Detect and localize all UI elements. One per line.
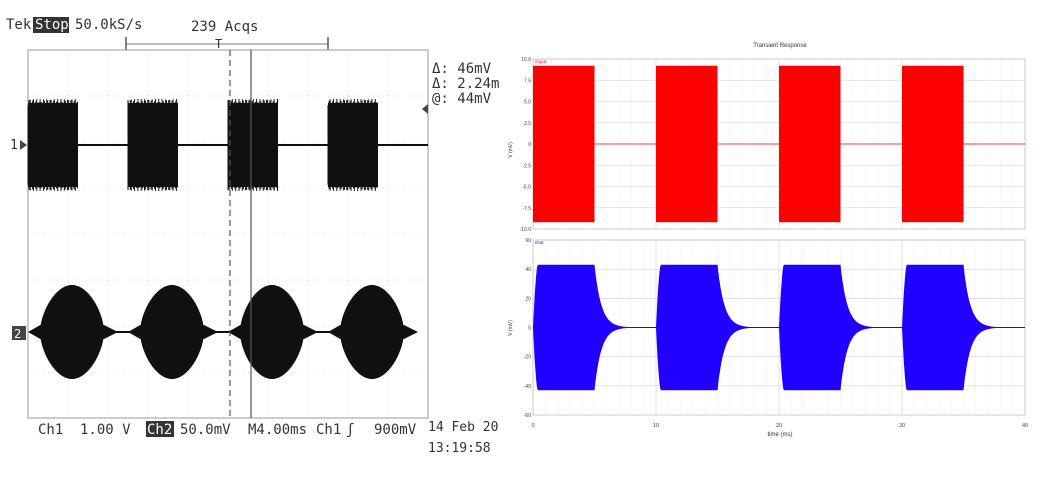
input-plot-y-ticks: 10.0 7.5 5.0 2.5 0 -2.5 -5.0 -7.5 -10.0 bbox=[520, 57, 532, 233]
oscilloscope-screenshot: Tek Stop 50.0kS/s 239 Acqs T 1 2 Δ: 46mV… bbox=[0, 0, 514, 477]
ch2-burst bbox=[340, 285, 404, 379]
input-plot-bursts bbox=[533, 65, 1025, 223]
ch1-burst-edge bbox=[327, 99, 378, 191]
sim-y-tick-label: -2.5 bbox=[522, 163, 531, 169]
ch1-burst-edge bbox=[27, 99, 78, 191]
oscilloscope-chart: Tek Stop 50.0kS/s 239 Acqs T 1 2 Δ: 46mV… bbox=[6, 17, 514, 456]
footer-ch1-label: Ch1 bbox=[38, 422, 63, 438]
simulation-screenshot: Transient Response 10.0 7.5 5.0 2.5 0 -2.5 -5.… bbox=[500, 0, 1058, 477]
output-burst bbox=[779, 264, 872, 391]
footer-ch2-label: Ch2 bbox=[147, 422, 172, 438]
footer-ch2-scale: 50.0mV bbox=[180, 422, 231, 438]
output-burst bbox=[656, 264, 749, 391]
sim-y-tick-label: 0 bbox=[528, 142, 531, 148]
ch2-burst-tail bbox=[28, 324, 42, 340]
output-burst bbox=[533, 264, 627, 391]
footer-trigger-source: Ch1 bbox=[316, 422, 341, 438]
footer-trigger-slope-icon: ʃ bbox=[346, 422, 354, 438]
sim-y-tick-label: 7.5 bbox=[524, 78, 531, 84]
input-burst bbox=[656, 65, 718, 223]
sim-y-tick-label: 20 bbox=[525, 296, 531, 302]
scope-acquisitions: 239 Acqs bbox=[191, 19, 258, 35]
sim-y-tick-label: 2.5 bbox=[524, 121, 531, 127]
stop-badge bbox=[33, 17, 69, 33]
sim-y-tick-label: -60 bbox=[524, 413, 531, 419]
sim-y-tick-label: -5.0 bbox=[522, 185, 531, 191]
footer-time: 13:19:58 bbox=[428, 441, 491, 456]
ch2-footer-badge bbox=[146, 421, 174, 437]
ch1-marker-arrow bbox=[20, 140, 27, 150]
input-plot-tag: /Input bbox=[535, 59, 547, 64]
scope-brand: Tek bbox=[6, 17, 32, 33]
input-plot-ylabel: V (mV) bbox=[508, 142, 514, 158]
output-plot-tag: /Out bbox=[535, 240, 544, 245]
ch1-marker: 1 bbox=[10, 138, 18, 153]
sim-title: Transient Response bbox=[753, 43, 807, 49]
sim-xlabel: time (ms) bbox=[768, 432, 793, 438]
ch1-burst-edge bbox=[227, 99, 278, 191]
sim-x-tick-label: 20 bbox=[776, 423, 782, 429]
output-plot-y-ticks: 60 40 20 0 -20 -40 -60 bbox=[524, 238, 531, 419]
scope-run-state: Stop bbox=[35, 17, 69, 33]
ch2-burst bbox=[240, 285, 304, 379]
sim-y-tick-label: 60 bbox=[525, 238, 531, 244]
output-plot-ylabel: V (mV) bbox=[508, 320, 514, 336]
readout-at-v: @: 44mV bbox=[432, 91, 492, 107]
ch2-burst-tail bbox=[302, 324, 318, 340]
input-burst bbox=[902, 65, 964, 223]
footer-trigger-level: 900mV bbox=[374, 422, 417, 438]
trigger-position-marker: T bbox=[215, 37, 222, 51]
sim-x-ticks: 0 10 20 30 40 bbox=[531, 423, 1028, 429]
ch2-burst-tail bbox=[328, 324, 342, 340]
sim-y-tick-label: 10.0 bbox=[521, 57, 531, 63]
ch2-burst-tail bbox=[202, 324, 218, 340]
footer-ch1-scale: 1.00 V bbox=[80, 422, 131, 438]
readout-delta-v: Δ: 46mV bbox=[432, 61, 492, 77]
sim-x-tick-label: 10 bbox=[653, 423, 659, 429]
sim-y-tick-label: 5.0 bbox=[524, 100, 531, 106]
sim-x-tick-label: 0 bbox=[531, 423, 534, 429]
ch2-burst-tail bbox=[402, 324, 418, 340]
sim-x-tick-label: 40 bbox=[1022, 423, 1028, 429]
simulation-chart: Transient Response 10.0 7.5 5.0 2.5 0 -2.5 -5.… bbox=[508, 43, 1028, 438]
ch1-burst-edge bbox=[127, 99, 178, 191]
output-plot-bursts bbox=[533, 264, 1025, 391]
ch2-burst bbox=[140, 285, 204, 379]
input-burst bbox=[533, 65, 595, 223]
ch2-marker: 2 bbox=[14, 327, 21, 341]
footer-timebase: M4.00ms bbox=[248, 422, 307, 438]
sim-x-tick-label: 30 bbox=[899, 423, 905, 429]
ch2-burst-tail bbox=[102, 324, 118, 340]
sim-y-tick-label: -40 bbox=[524, 384, 531, 390]
sim-y-tick-label: -20 bbox=[524, 355, 531, 361]
sim-y-tick-label: 40 bbox=[525, 267, 531, 273]
trigger-level-arrow bbox=[422, 104, 428, 114]
input-burst bbox=[779, 65, 841, 223]
sim-y-tick-label: -7.5 bbox=[522, 206, 531, 212]
scope-sample-rate: 50.0kS/s bbox=[75, 17, 142, 33]
sim-y-tick-label: 0 bbox=[528, 326, 531, 332]
ch2-marker-badge bbox=[12, 326, 26, 340]
readout-delta-t: Δ: 2.24ms bbox=[432, 76, 500, 92]
output-burst bbox=[902, 264, 996, 391]
sim-y-tick-label: -10.0 bbox=[520, 227, 532, 233]
footer-date: 14 Feb 2014 bbox=[428, 420, 500, 435]
ch2-burst-tail bbox=[128, 324, 142, 340]
scope-traces bbox=[27, 99, 428, 379]
ch2-burst-tail bbox=[228, 324, 242, 340]
ch2-burst bbox=[40, 285, 104, 379]
